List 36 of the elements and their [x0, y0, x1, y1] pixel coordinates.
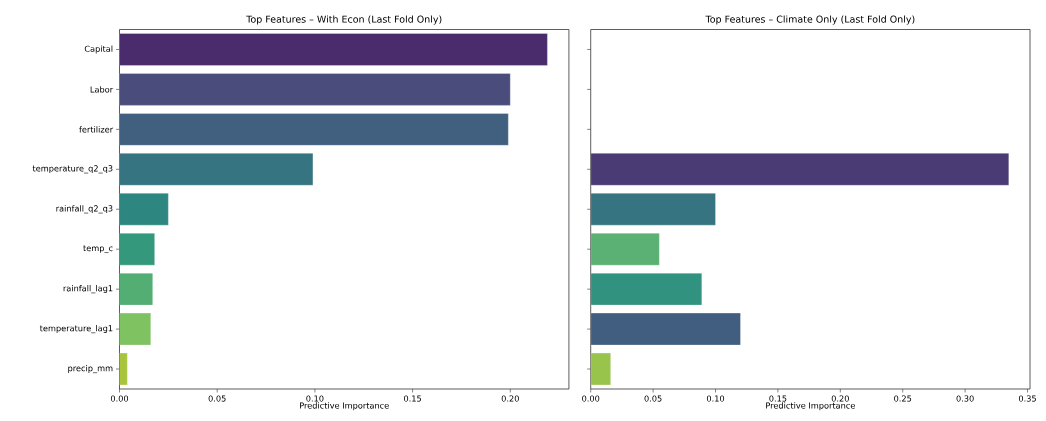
y-tick-label: Capital	[84, 45, 113, 54]
x-tick-label: 0.00	[110, 395, 129, 402]
x-axis-title: Predictive Importance	[300, 402, 389, 411]
x-tick-label: 0.00	[582, 395, 600, 402]
x-tick-label: 0.10	[306, 395, 324, 402]
y-tick-label: fertilizer	[79, 126, 114, 133]
x-tick-label: 0.15	[769, 395, 787, 402]
chart-title: Top Features – Climate Only (Last Fold Only)	[705, 15, 915, 25]
x-tick-label: 0.10	[706, 395, 725, 402]
bar	[119, 233, 155, 266]
x-tick-label: 0.20	[501, 395, 519, 402]
bar	[119, 113, 509, 146]
bar	[119, 33, 548, 66]
bar	[119, 193, 169, 226]
x-tick-label: 0.30	[956, 395, 974, 402]
x-tick-label: 0.05	[644, 395, 662, 402]
x-axis-title: Predictive Importance	[766, 402, 855, 411]
y-tick-label: temperature_lag1	[39, 325, 113, 334]
bar	[119, 273, 153, 306]
y-tick-label: precip_mm	[68, 364, 113, 374]
y-tick-label: rainfall_q2_q3	[56, 205, 113, 214]
y-tick-label: rainfall_lag1	[63, 285, 113, 294]
x-tick-label: 0.20	[831, 395, 849, 402]
y-tick-label: temp_c	[83, 245, 113, 254]
bar	[590, 233, 660, 266]
x-tick-label: 0.35	[1018, 395, 1036, 402]
y-tick-label: Labor	[90, 86, 114, 93]
bar	[590, 273, 702, 306]
bar	[119, 73, 511, 106]
x-tick-label: 0.05	[208, 395, 226, 402]
chart-title: Top Features – With Econ (Last Fold Only)	[246, 15, 442, 25]
x-tick-label: 0.15	[404, 395, 421, 402]
y-tick-label: temperature_q2_q3	[32, 165, 113, 174]
x-tick-label: 0.25	[894, 395, 912, 402]
bar	[590, 153, 1009, 186]
bar	[590, 193, 716, 226]
